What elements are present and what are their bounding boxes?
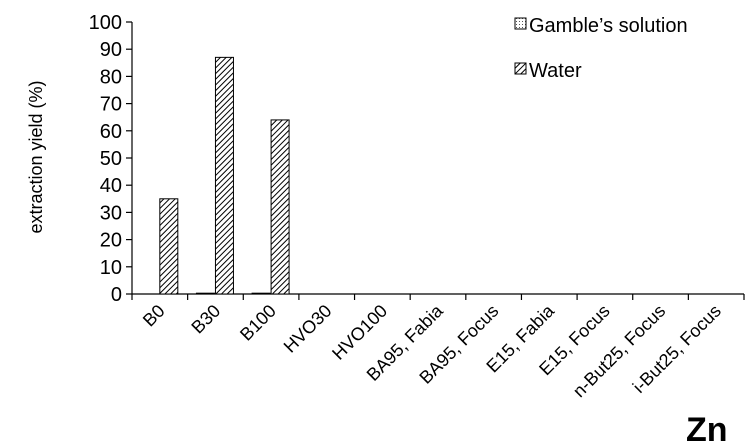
- y-tick-label: 50: [100, 148, 122, 170]
- y-tick-label: 30: [100, 202, 122, 224]
- y-tick-label: 10: [100, 257, 122, 279]
- y-tick-label: 20: [100, 230, 122, 252]
- y-tick-label: 0: [111, 284, 122, 306]
- y-tick-label: 80: [100, 66, 122, 88]
- x-category-label: HVO30: [280, 301, 336, 357]
- y-tick-label: 100: [89, 12, 122, 34]
- x-category-label: B100: [236, 301, 280, 345]
- bar-water-b0: [159, 198, 179, 295]
- y-tick-label: 40: [100, 175, 122, 197]
- legend-label-water: Water: [529, 60, 582, 82]
- y-axis: 0 10 20 30 40 50 60 70 80 90 100: [89, 12, 133, 306]
- legend-label-gamble: Gamble’s solution: [529, 15, 688, 37]
- legend: Gamble’s solution Water: [514, 15, 688, 82]
- bar-water-b30: [214, 56, 234, 295]
- element-annotation: Zn: [686, 411, 728, 445]
- legend-swatch-water: [514, 62, 527, 75]
- bar-water-b100: [270, 119, 290, 295]
- x-category-label: B30: [187, 301, 224, 338]
- bars: [159, 56, 290, 295]
- bar-gamble-b100: [251, 292, 271, 295]
- y-tick-label: 70: [100, 94, 122, 116]
- legend-swatch-gamble: [514, 17, 527, 30]
- y-axis-label: extraction yield (%): [26, 80, 46, 233]
- y-tick-label: 90: [100, 39, 122, 61]
- x-category-label: B0: [139, 301, 169, 331]
- x-axis: [131, 293, 745, 300]
- y-tick-label: 60: [100, 121, 122, 143]
- bar-gamble-b30: [195, 292, 215, 295]
